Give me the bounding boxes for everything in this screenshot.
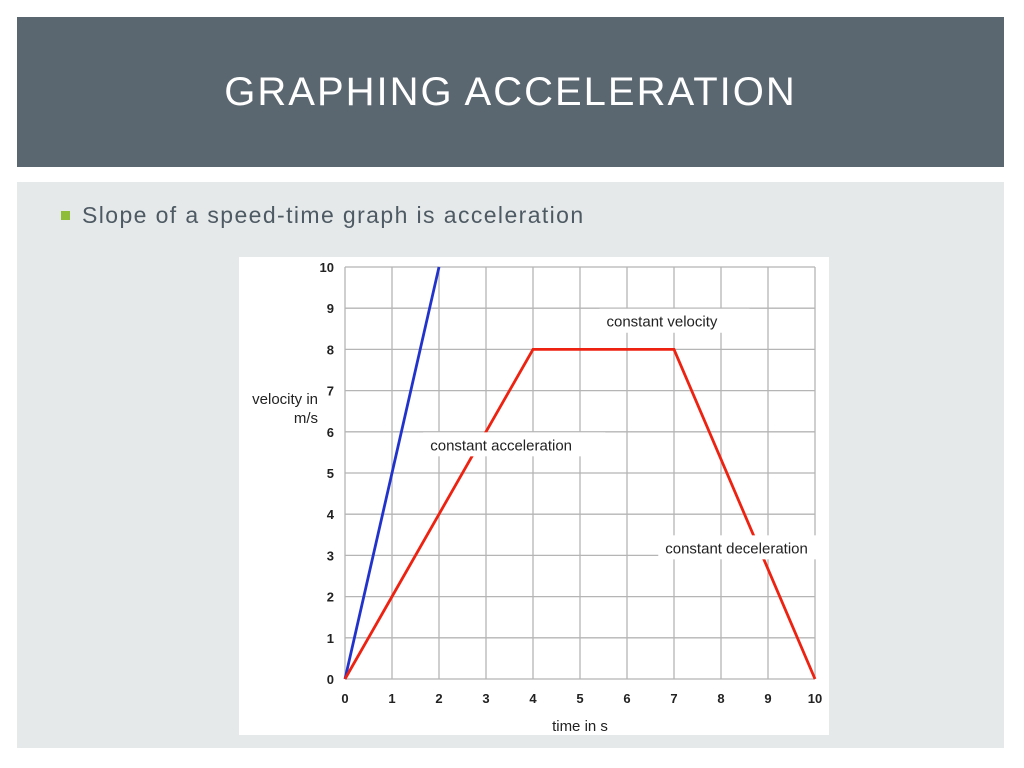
- y-tick-label: 8: [327, 342, 334, 357]
- x-tick-label: 2: [435, 691, 442, 706]
- annotation-label: constant deceleration: [665, 540, 808, 557]
- x-tick-label: 1: [388, 691, 395, 706]
- series: [343, 266, 817, 680]
- y-tick-label: 6: [327, 425, 334, 440]
- x-axis-label: time in s: [552, 718, 608, 735]
- content-area: Slope of a speed-time graph is accelerat…: [17, 182, 1004, 748]
- x-tick-label: 5: [576, 691, 583, 706]
- title-band: GRAPHING ACCELERATION: [17, 17, 1004, 167]
- x-tick-label: 6: [623, 691, 630, 706]
- x-tick-labels: 0 1 2 3 4 5 6 7 8 9 10: [341, 691, 822, 706]
- y-tick-label: 3: [327, 548, 334, 563]
- x-tick-label: 4: [529, 691, 537, 706]
- bullet-item: Slope of a speed-time graph is accelerat…: [61, 202, 585, 229]
- series-line-1: [343, 266, 441, 680]
- y-tick-labels: 0 1 2 3 4 5 6 7 8 9 10: [320, 260, 335, 687]
- slide-title: GRAPHING ACCELERATION: [224, 69, 797, 114]
- annotation-label: constant acceleration: [430, 437, 572, 454]
- y-axis-label-line2: m/s: [294, 410, 318, 427]
- x-tick-label: 7: [670, 691, 677, 706]
- annotations: constant velocity constant acceleration co…: [423, 308, 829, 560]
- y-tick-label: 10: [320, 260, 334, 275]
- velocity-time-chart: 0 1 2 3 4 5 6 7 8 9 10 0 1 2 3 4 5 6 7 8 9 10 constant veloc…: [239, 257, 829, 735]
- y-axis-label-line1: velocity in: [252, 391, 318, 408]
- series-line-2: [343, 348, 817, 680]
- annotation-label: constant velocity: [607, 314, 718, 331]
- bullet-text: Slope of a speed-time graph is accelerat…: [82, 202, 585, 228]
- x-tick-label: 0: [341, 691, 348, 706]
- y-tick-label: 9: [327, 301, 334, 316]
- bullet-square-icon: [61, 211, 70, 220]
- y-tick-label: 0: [327, 672, 334, 687]
- x-tick-label: 10: [808, 691, 822, 706]
- chart-svg: 0 1 2 3 4 5 6 7 8 9 10 0 1 2 3 4 5 6 7 8 9 10 constant veloc…: [252, 260, 829, 735]
- y-tick-label: 2: [327, 590, 334, 605]
- annotation-background: [423, 432, 606, 457]
- y-tick-label: 4: [327, 507, 335, 522]
- x-tick-label: 8: [717, 691, 724, 706]
- x-tick-label: 9: [764, 691, 771, 706]
- annotation-background: [599, 308, 750, 333]
- y-tick-label: 5: [327, 466, 334, 481]
- x-tick-label: 3: [482, 691, 489, 706]
- grid: [344, 266, 816, 680]
- y-tick-label: 7: [327, 384, 334, 399]
- annotation-background: [658, 535, 829, 560]
- y-tick-label: 1: [327, 631, 334, 646]
